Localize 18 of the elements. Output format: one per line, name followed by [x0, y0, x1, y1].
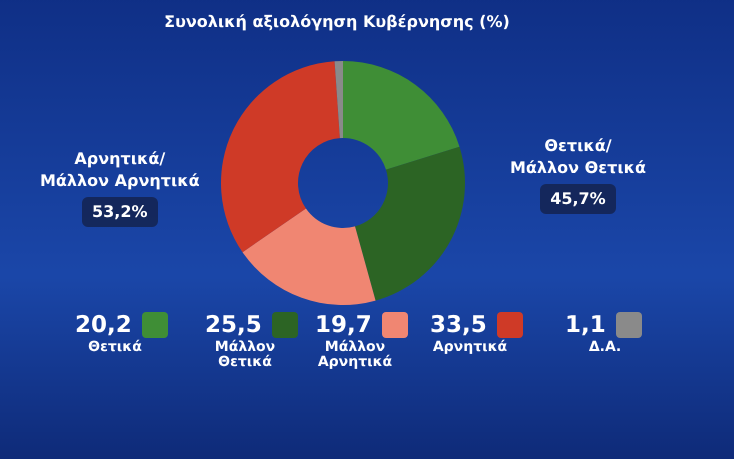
legend-label: Μάλλον Αρνητικά: [316, 339, 394, 371]
data-label: 25,5: [205, 312, 262, 338]
data-label: 20,2: [75, 312, 132, 338]
legend-label: Μάλλον Θετικά: [214, 339, 276, 371]
data-label: 33,5: [430, 312, 487, 338]
data-label: 19,7: [315, 312, 372, 338]
donut-slice: [221, 61, 340, 252]
legend-label: Θετικά: [87, 339, 143, 356]
legend-label: Αρνητικά: [432, 339, 508, 356]
text: Θετικά/ Μάλλον Θετικά 45,7%: [510, 135, 646, 210]
legend-label: Δ.Α.: [588, 339, 622, 356]
donut-slice: [355, 146, 465, 301]
data-label: 1,1: [565, 312, 606, 338]
donut-slice: [242, 208, 376, 305]
donut-slice: [334, 61, 343, 138]
donut-slice: [343, 61, 460, 170]
text: Αρνητικά/ Μάλλον Αρνητικά 53,2%: [40, 148, 200, 224]
chart-title: Συνολική αξιολόγηση Κυβέρνησης (%): [164, 12, 510, 31]
